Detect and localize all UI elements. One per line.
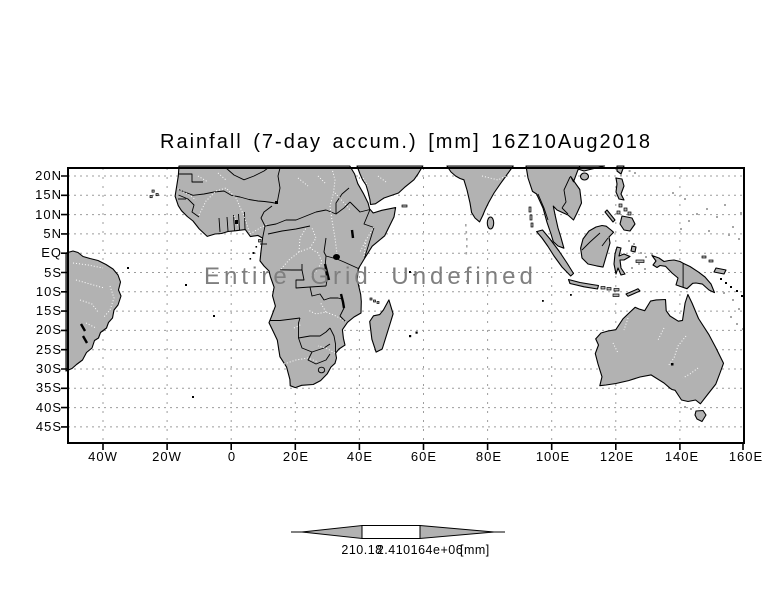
lat-label-20n: 20N xyxy=(35,168,62,183)
lat-label-15s: 15S xyxy=(35,303,62,318)
axis-ticks xyxy=(61,175,744,450)
colorbar-right-value: 2.410164e+06 xyxy=(376,543,464,557)
lat-label-40s: 40S xyxy=(35,400,62,415)
lat-label-45s: 45S xyxy=(35,419,62,434)
lat-label-5s: 5S xyxy=(44,265,62,280)
lat-label-30s: 30S xyxy=(35,361,62,376)
lon-label-20w: 20W xyxy=(152,449,182,464)
timor xyxy=(625,288,641,297)
lat-label-35s: 35S xyxy=(35,380,62,395)
lon-label-40w: 40W xyxy=(88,449,118,464)
colorbar-right-arrow xyxy=(419,524,495,540)
lon-label-80e: 80E xyxy=(475,449,503,464)
lon-label-0: 0 xyxy=(227,449,237,464)
colorbar xyxy=(291,524,505,540)
luzon xyxy=(615,177,625,201)
islands xyxy=(127,170,744,410)
lon-label-60e: 60E xyxy=(410,449,438,464)
colorbar-middle-segment xyxy=(361,525,421,539)
australia xyxy=(594,293,725,405)
arabia xyxy=(356,165,424,206)
landmasses xyxy=(65,165,727,423)
lon-label-120e: 120E xyxy=(599,449,635,464)
lakes xyxy=(79,201,674,366)
lat-label-20s: 20S xyxy=(35,322,62,337)
tasmania xyxy=(694,409,707,423)
lat-label-eq: EQ xyxy=(41,245,62,260)
madagascar xyxy=(369,299,394,353)
hainan xyxy=(579,172,590,181)
lat-label-25s: 25S xyxy=(35,342,62,357)
palawan xyxy=(604,209,616,223)
country-borders xyxy=(178,167,684,374)
lon-label-40e: 40E xyxy=(346,449,374,464)
lon-label-140e: 140E xyxy=(664,449,700,464)
lon-label-20e: 20E xyxy=(282,449,310,464)
borneo xyxy=(580,224,615,268)
colorbar-left-value: 210.18 xyxy=(341,543,383,557)
plot-title: Rainfall (7-day accum.) [mm] 16Z10Aug201… xyxy=(160,131,652,153)
lat-label-10n: 10N xyxy=(35,207,62,222)
colorbar-left-arrow xyxy=(301,524,363,540)
sumatra xyxy=(536,229,575,277)
undefined-grid-message: Entire Grid Undefined xyxy=(204,263,537,290)
lon-label-100e: 100E xyxy=(535,449,571,464)
lat-label-10s: 10S xyxy=(35,284,62,299)
map-plot xyxy=(61,165,745,450)
lat-label-5n: 5N xyxy=(43,226,62,241)
colorbar-units: [mm] xyxy=(460,543,490,557)
halmahera xyxy=(630,245,637,253)
lon-label-160e: 160E xyxy=(728,449,764,464)
new-britain xyxy=(713,267,727,275)
plot-frame xyxy=(67,167,745,444)
rivers xyxy=(72,167,699,379)
africa xyxy=(174,165,397,389)
java xyxy=(567,278,600,290)
indochina xyxy=(525,165,583,249)
mindanao xyxy=(619,215,636,232)
sulawesi xyxy=(613,246,631,276)
lat-label-15n: 15N xyxy=(35,187,62,202)
sri-lanka xyxy=(486,216,495,230)
